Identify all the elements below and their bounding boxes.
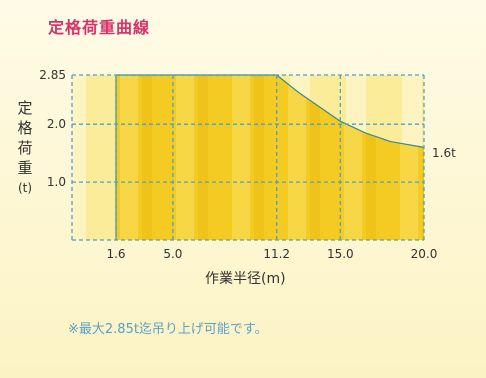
y-axis-label-char: 格 [17,119,33,137]
x-axis-label: 作業半径(m) [205,271,286,287]
capacity-note: ※最大2.85t迄吊り上げ可能です。 [68,322,268,337]
y-axis-label-char: 荷 [17,139,33,157]
chart-title: 定格荷重曲線 [48,18,151,37]
x-tick-label: 20.0 [411,247,438,261]
load-area [116,75,424,240]
y-axis-label-char: 定 [17,99,33,117]
y-axis-label: 定 格 荷 重 (t) [14,98,36,198]
y-tick-label: 1.0 [47,175,66,189]
y-tick-label: 2.85 [39,68,66,82]
load-curve-line [116,74,425,148]
y-axis-label-char: 重 [17,159,33,177]
y-axis-unit: (t) [17,181,33,195]
x-tick-label: 11.2 [263,247,290,261]
x-tick-label: 5.0 [163,247,182,261]
y-tick-label: 2.0 [47,117,66,131]
x-tick-label: 15.0 [327,247,354,261]
x-tick-label: 1.6 [106,247,125,261]
end-label: 1.6t [432,146,456,160]
